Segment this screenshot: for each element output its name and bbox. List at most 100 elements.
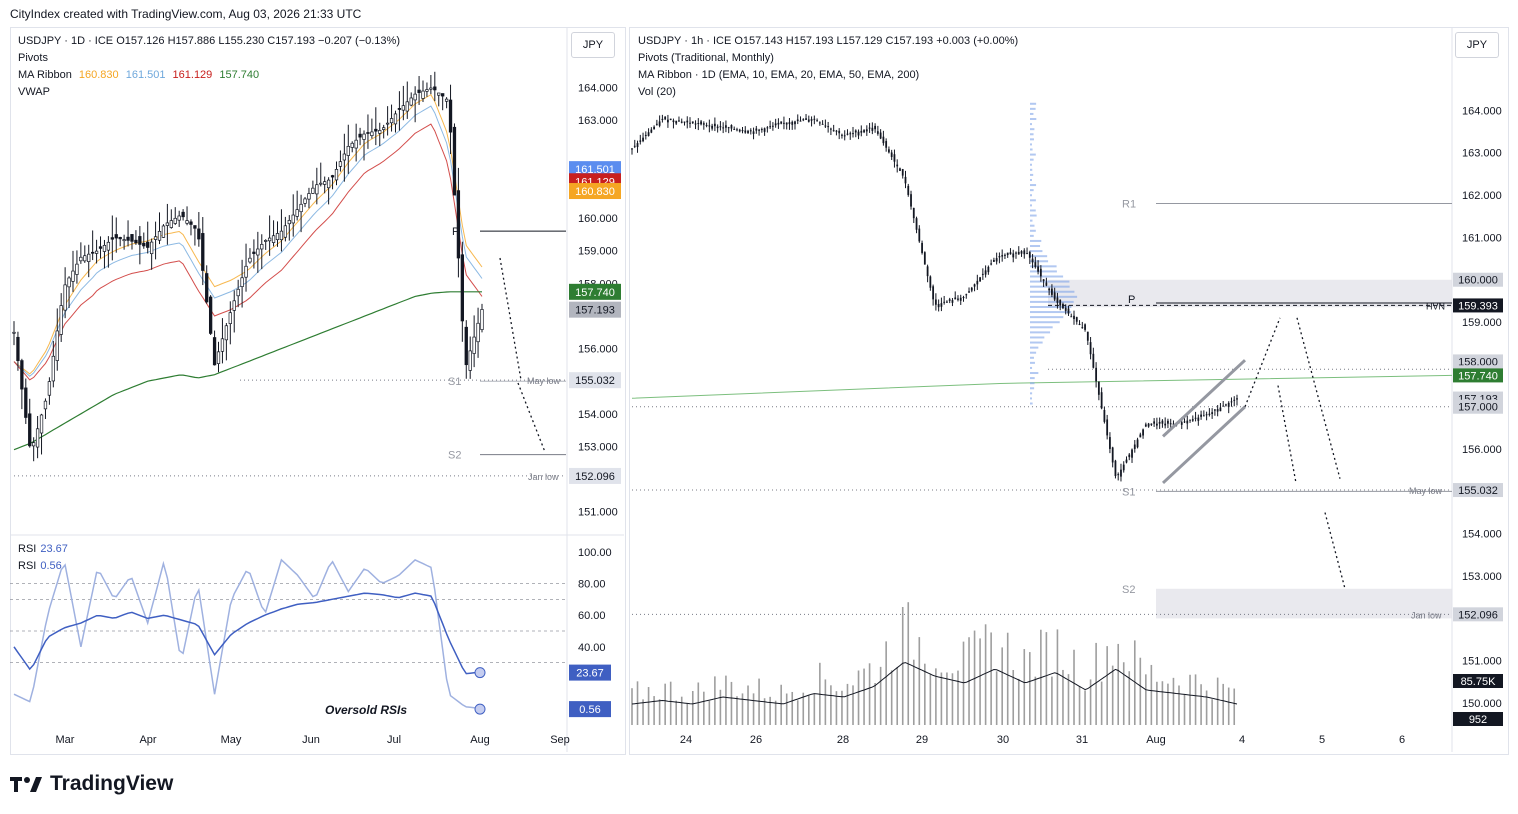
hourly-candle [1015,252,1017,254]
volume-bar [1128,671,1131,725]
hourly-candle [868,127,871,129]
left-y-tick-label: 159.000 [578,246,618,258]
price-candle [161,225,166,238]
volume-bar [1056,629,1059,725]
hourly-candle [1064,307,1067,311]
right-pivot-s2-label: S2 [1122,584,1135,596]
volume-profile-bar [1030,321,1060,324]
left-ma-ribbon-label[interactable]: MA Ribbon 160.830 161.501 161.129 157.74… [18,67,400,84]
hourly-candle [863,130,865,133]
hourly-candle [1026,253,1028,255]
hourly-candle [1078,323,1081,325]
volume-bar [863,668,865,725]
volume-bar [990,632,992,725]
hourly-candle [747,130,749,134]
right-pivot-s1-label: S1 [1122,486,1135,498]
volume-bar [901,606,904,725]
price-candle [385,122,390,125]
price-candle [405,101,409,112]
right-symbol-line[interactable]: USDJPY · 1h · ICE O157.143 H157.193 L157… [638,35,1019,47]
volume-bar [1189,674,1191,725]
left-currency-button[interactable]: JPY [571,32,615,58]
hourly-candle [1020,251,1023,254]
hourly-candle [1031,258,1034,263]
hourly-candle [713,123,716,127]
volume-profile-bar [1030,372,1039,375]
hourly-candle [912,207,915,219]
ema50-value: 161.129 [172,69,213,81]
volume-bar [835,691,838,725]
price-candle [177,215,181,221]
right-y-tick-label: 151.000 [1462,656,1502,668]
hourly-candle [1097,381,1100,395]
left-vwap-label[interactable]: VWAP [18,86,50,98]
right-jan-low-label: Jan low [1411,610,1442,620]
price-candle [307,193,311,200]
price-candle [79,256,83,262]
right-x-tick-label: 5 [1319,734,1325,746]
rsi-y-tick-label: 40.00 [578,642,606,654]
hourly-candle [904,176,907,184]
volume-bar [785,693,788,725]
price-candle [271,235,276,243]
price-candle [59,305,63,335]
price-candle [138,236,142,245]
hourly-candle [650,129,653,133]
hourly-candle [1122,464,1125,471]
price-candle [389,118,394,124]
hourly-candle [700,121,702,125]
pivot-s2-label: S2 [448,450,461,462]
price-candle [468,350,472,371]
price-candle [452,126,457,196]
hourly-candle [689,122,691,124]
right-price-tag [1453,354,1503,369]
hourly-candle [669,118,672,121]
left-pivots-label[interactable]: Pivots [18,52,48,64]
hourly-candle [1128,454,1131,458]
hourly-candle [1053,292,1056,300]
volume-profile-bar [1030,336,1045,339]
hourly-candle [1161,420,1164,424]
rsi-slow-legend[interactable]: RSI 0.56 [18,558,72,575]
price-candle [205,273,209,303]
volume-bar [791,691,794,725]
volume-profile-bar [1030,311,1072,314]
volume-profile-bar [1030,351,1037,354]
price-candle [433,86,437,91]
right-pivot-r1-label: R1 [1122,199,1136,211]
hourly-candle [705,125,708,127]
right-ma-ribbon-label[interactable]: MA Ribbon · 1D (EMA, 10, EMA, 20, EMA, 5… [638,69,920,81]
hourly-candle [1028,252,1031,258]
right-volume-label[interactable]: Vol (20) [638,86,676,98]
hourly-candle [631,148,633,150]
right-y-tick-label: 156.000 [1462,444,1502,456]
rsi-y-tick-label: 80.00 [578,579,606,591]
hourly-candle [702,123,705,125]
price-candle [476,322,480,343]
volume-bar [796,700,799,725]
hourly-candle [785,122,788,125]
volume-profile-bar [1030,295,1078,298]
left-symbol-line[interactable]: USDJPY · 1D · ICE O157.126 H157.886 L155… [18,35,400,47]
oversold-annotation: Oversold RSIs [325,703,407,717]
hourly-candle [1042,279,1045,281]
volume-bar [697,682,700,725]
hourly-candle [1230,401,1233,403]
right-price-tag [1453,368,1503,383]
volume-profile-bar [1030,112,1034,115]
hourly-candle [683,121,686,123]
hourly-candle [1089,342,1092,355]
rsi-fast-legend[interactable]: RSI 23.67 [18,541,72,558]
volume-profile-bar [1030,123,1032,126]
hourly-candle [716,126,719,129]
right-pivots-label[interactable]: Pivots (Traditional, Monthly) [638,52,774,64]
volume-bar [813,694,816,725]
left-y-tick-label: 153.000 [578,441,618,453]
hourly-candle [766,127,769,129]
volume-bar [874,683,876,725]
hourly-candle [711,125,714,129]
right-price-tag-label: 85.75K [1461,676,1497,688]
right-currency-button[interactable]: JPY [1455,32,1499,58]
price-candle [421,90,425,99]
